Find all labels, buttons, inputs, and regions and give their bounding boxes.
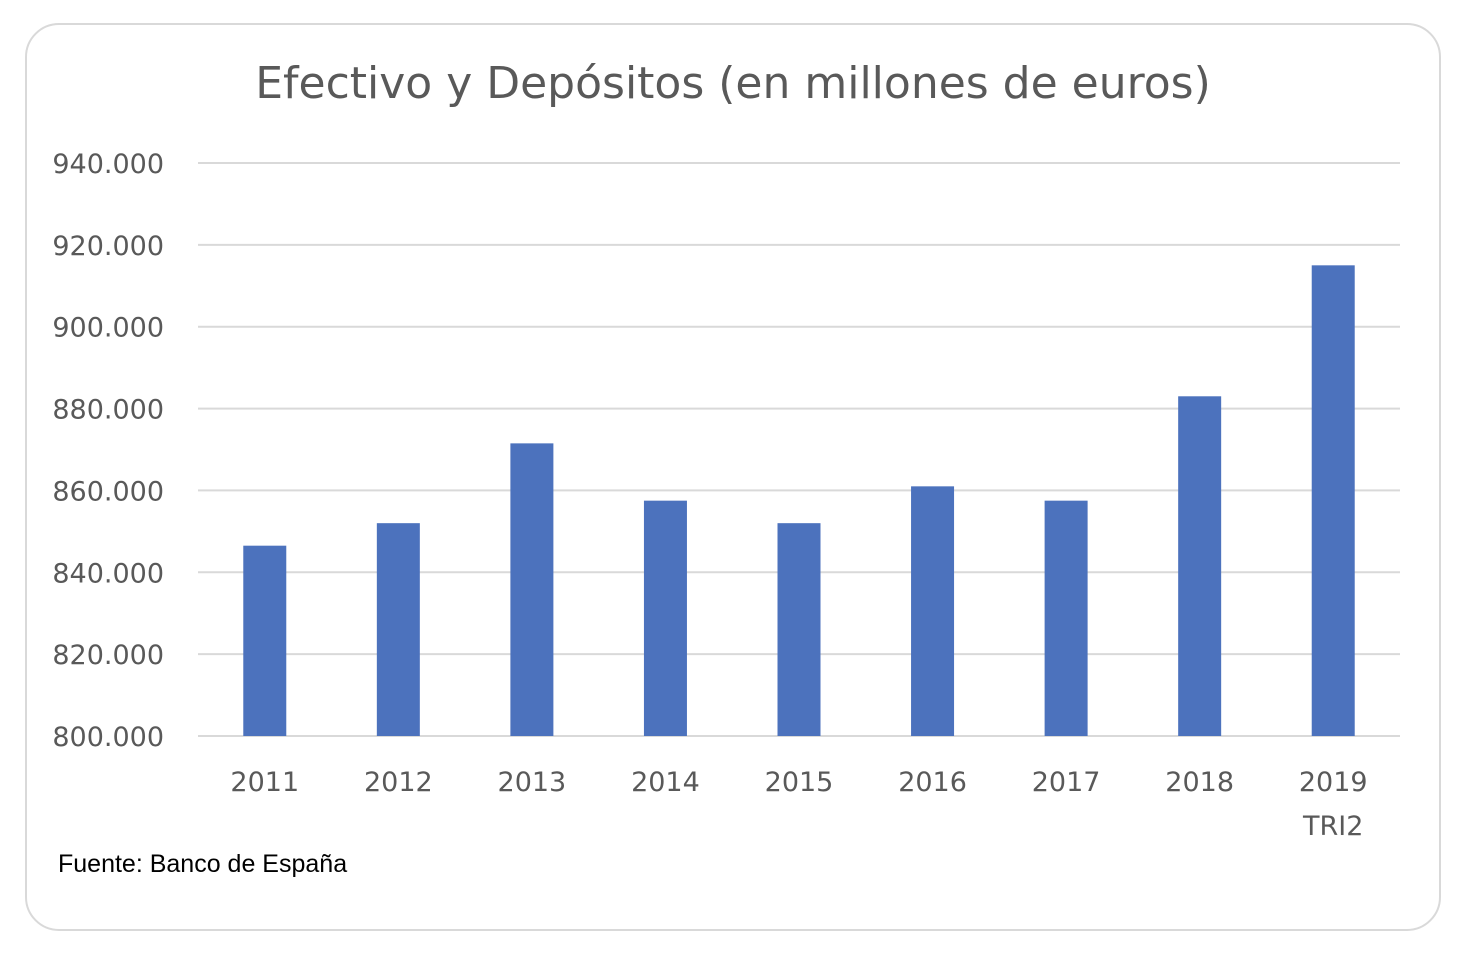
bar: [777, 523, 821, 736]
x-tick-label: 2012: [364, 767, 433, 798]
x-tick-label: 2018: [1165, 767, 1234, 798]
bar: [911, 486, 955, 736]
source-note: Fuente: Banco de España: [58, 850, 347, 878]
bar: [243, 545, 287, 736]
x-tick-label: 2017: [1032, 767, 1101, 798]
x-tick-label: 2019: [1299, 767, 1368, 798]
bar: [376, 523, 420, 736]
y-tick-label: 840.000: [52, 558, 164, 589]
x-tick-label: 2011: [230, 767, 299, 798]
bars: [243, 265, 1355, 736]
y-tick-label: 940.000: [52, 149, 164, 180]
y-tick-label: 920.000: [52, 231, 164, 262]
x-tick-label: 2014: [631, 767, 700, 798]
x-tick-label: TRI2: [1302, 811, 1363, 842]
x-axis-ticks: 2011 2012 2013 2014 2015 2016 2017 2018 2019 TRI2: [230, 767, 1367, 842]
chart-title: Efectivo y Depósitos (en millones de eur…: [255, 58, 1211, 109]
y-tick-label: 900.000: [52, 313, 164, 344]
bar: [1178, 396, 1222, 736]
bar: [643, 500, 687, 736]
x-tick-label: 2015: [765, 767, 834, 798]
y-tick-label: 880.000: [52, 395, 164, 426]
x-tick-label: 2016: [898, 767, 967, 798]
bar: [1311, 265, 1355, 736]
y-tick-label: 800.000: [52, 722, 164, 753]
y-axis-ticks: 940.000 920.000 900.000 880.000 860.000 840.0…: [52, 149, 164, 753]
bar: [1044, 500, 1088, 736]
y-tick-label: 860.000: [52, 476, 164, 507]
y-tick-label: 820.000: [52, 640, 164, 671]
bar: [510, 443, 554, 736]
x-tick-label: 2013: [498, 767, 567, 798]
